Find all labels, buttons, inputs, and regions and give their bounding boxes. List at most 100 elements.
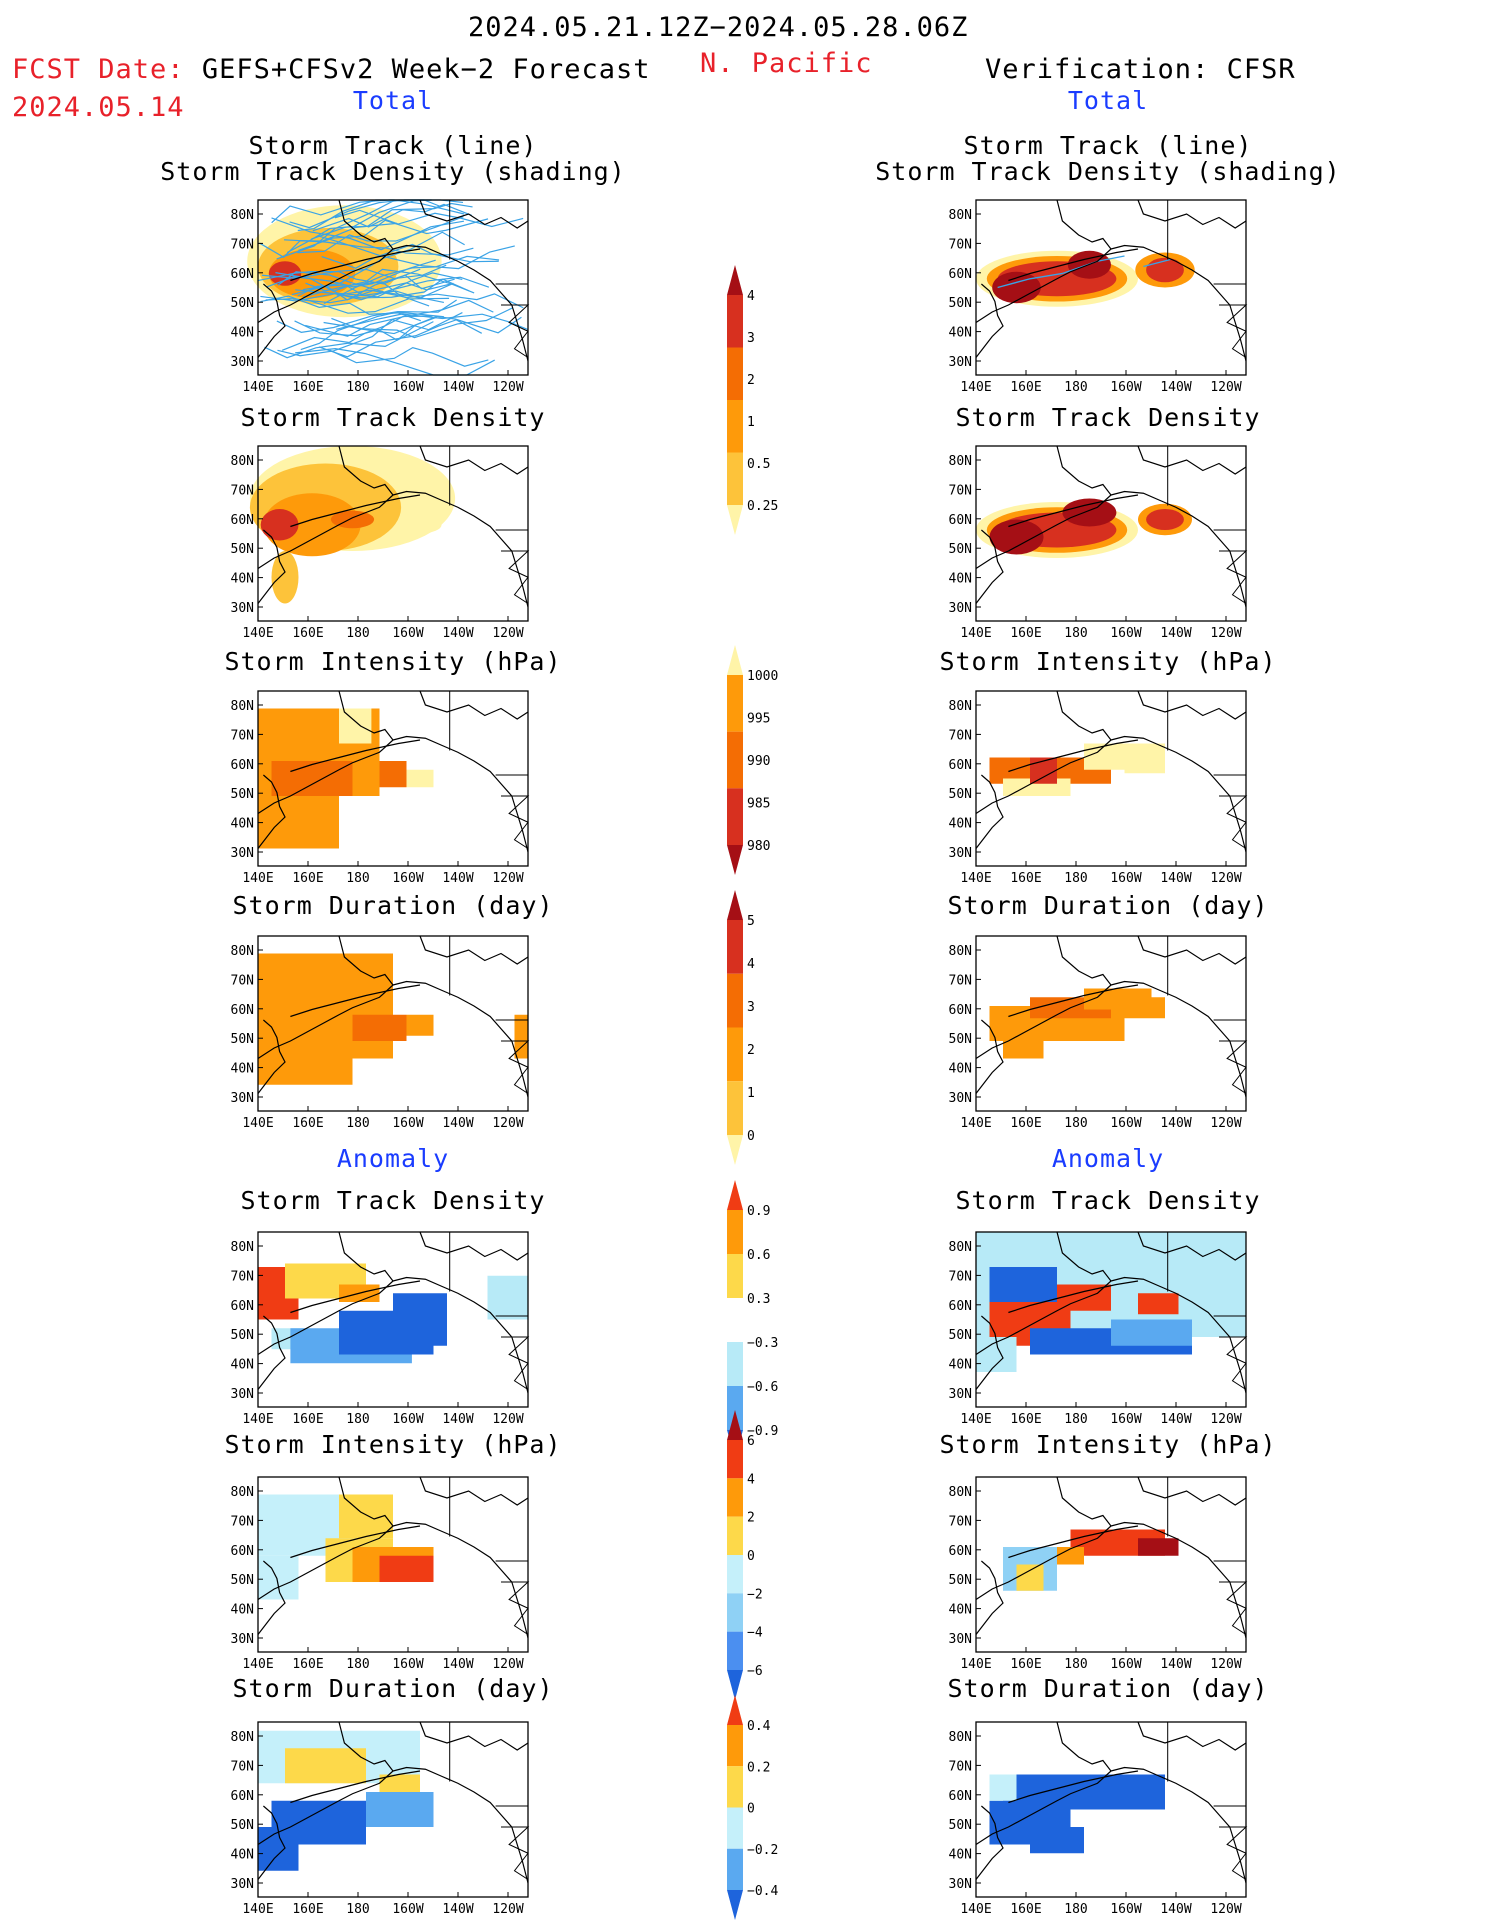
lon-tick-label: 140E: [960, 1412, 991, 1427]
colorbar-label: −6: [747, 1664, 763, 1679]
lon-tick-label: 120W: [1210, 871, 1241, 886]
lat-tick-label: 50N: [949, 1328, 972, 1343]
lat-tick-label: 50N: [949, 542, 972, 557]
lat-tick-label: 70N: [231, 1759, 254, 1774]
lat-tick-label: 80N: [949, 1485, 972, 1500]
lat-tick-label: 80N: [949, 208, 972, 223]
colorbar-label: 0.3: [747, 1292, 770, 1307]
region-label: N. Pacific: [700, 48, 873, 79]
lat-tick-label: 70N: [949, 1759, 972, 1774]
lon-tick-label: 180: [1064, 871, 1087, 886]
lon-tick-label: 140W: [442, 1657, 473, 1672]
lat-tick-label: 70N: [231, 1269, 254, 1284]
lat-tick-label: 30N: [231, 601, 254, 616]
shading-field: [976, 1232, 1246, 1372]
colorbar-label: 1: [747, 415, 755, 430]
lat-tick-label: 60N: [231, 1544, 254, 1559]
lon-tick-label: 180: [1064, 1902, 1087, 1917]
lon-tick-label: 140E: [960, 380, 991, 395]
lat-tick-label: 40N: [231, 326, 254, 341]
map-panel-left-1: 80N 70N 60N 50N 40N 30N 140E 160E 180 160W 140W 120…: [231, 199, 530, 395]
title-r6: Storm Intensity (hPa): [939, 1430, 1277, 1459]
lat-tick-label: 60N: [949, 758, 972, 773]
storm-track-lines: [257, 199, 529, 376]
lat-tick-label: 30N: [949, 846, 972, 861]
colorbar-label: −4: [747, 1626, 763, 1641]
colorbar-total-intensity: 1000 995 990 985 980: [727, 645, 778, 875]
lon-tick-label: 160E: [1010, 1412, 1041, 1427]
lon-tick-label: 140W: [1160, 626, 1191, 641]
lon-tick-label: 140E: [242, 1412, 273, 1427]
lon-tick-label: 140W: [442, 1412, 473, 1427]
lat-tick-label: 80N: [231, 1240, 254, 1255]
lon-tick-label: 160E: [292, 380, 323, 395]
lat-tick-label: 50N: [949, 1573, 972, 1588]
colorbar-label: 995: [747, 712, 770, 727]
shading-field: [989, 743, 1165, 796]
lat-tick-label: 30N: [231, 1632, 254, 1647]
lat-tick-label: 40N: [949, 1062, 972, 1077]
lon-tick-label: 160E: [1010, 380, 1041, 395]
lat-tick-label: 40N: [949, 326, 972, 341]
colorbar-label: 0.4: [747, 1719, 771, 1734]
lon-tick-label: 160E: [1010, 1902, 1041, 1917]
colorbar-label: −0.4: [747, 1884, 778, 1899]
lat-tick-label: 80N: [949, 454, 972, 469]
coastline: [257, 1231, 530, 1394]
shading-field: [976, 498, 1192, 558]
lat-tick-label: 80N: [949, 1730, 972, 1745]
lat-tick-label: 80N: [231, 454, 254, 469]
lon-tick-label: 180: [1064, 1657, 1087, 1672]
lat-tick-label: 70N: [231, 1514, 254, 1529]
title-l3: Storm Intensity (hPa): [224, 647, 562, 676]
shading-field: [989, 1774, 1165, 1854]
lat-tick-label: 50N: [231, 296, 254, 311]
colorbar-label: 4: [747, 1472, 755, 1487]
colorbar-total-density: 4 3 2 1 0.5 0.25: [727, 265, 778, 535]
colorbar-label: −0.9: [747, 1424, 778, 1439]
map-panel-right-6: 80N 70N 60N 50N 40N 30N 140E 160E 180 160W 140W 120…: [949, 1476, 1248, 1672]
title-l1b: Storm Track Density (shading): [160, 157, 626, 186]
lon-tick-label: 160E: [292, 1657, 323, 1672]
map-panel-left-7: 80N 70N 60N 50N 40N 30N 140E 160E 180 160W 140W 120…: [231, 1721, 530, 1917]
colorbar-total-duration: 5 4 3 2 1 0: [727, 890, 755, 1165]
lon-tick-label: 120W: [492, 1116, 523, 1131]
title-r1a: Storm Track (line): [963, 131, 1253, 160]
colorbar-label: −0.2: [747, 1843, 778, 1858]
map-panel-left-4: 80N 70N 60N 50N 40N 30N 140E 160E 180 160W 140W 120…: [231, 935, 530, 1131]
title-l4: Storm Duration (day): [232, 891, 554, 920]
colorbar-label: −2: [747, 1587, 763, 1602]
colorbar-label: 0: [747, 1802, 755, 1817]
colorbar-label: −0.3: [747, 1336, 778, 1351]
lon-tick-label: 160W: [1110, 626, 1141, 641]
lat-tick-label: 50N: [231, 1328, 254, 1343]
colorbar-label: 985: [747, 797, 770, 812]
map-panel-right-4: 80N 70N 60N 50N 40N 30N 140E 160E 180 160W 140W 120…: [949, 935, 1248, 1131]
lon-tick-label: 140E: [242, 1902, 273, 1917]
lat-tick-label: 60N: [949, 1544, 972, 1559]
lat-tick-label: 30N: [949, 1877, 972, 1892]
lat-tick-label: 40N: [949, 572, 972, 587]
lat-tick-label: 30N: [949, 1632, 972, 1647]
lat-tick-label: 80N: [949, 944, 972, 959]
colorbar-label: 1000: [747, 669, 778, 684]
shading-field: [258, 708, 434, 849]
lat-tick-label: 80N: [231, 1485, 254, 1500]
title-l2: Storm Track Density: [240, 403, 546, 432]
colorbar-label: 4: [747, 289, 755, 304]
lat-tick-label: 70N: [949, 1514, 972, 1529]
lon-tick-label: 160W: [1110, 1116, 1141, 1131]
lon-tick-label: 140E: [242, 871, 273, 886]
lon-tick-label: 140E: [960, 871, 991, 886]
lon-tick-label: 140W: [1160, 871, 1191, 886]
lon-tick-label: 160W: [392, 1902, 423, 1917]
title-r5: Storm Track Density: [955, 1186, 1261, 1215]
verification-label: Verification: CFSR: [985, 54, 1296, 85]
coastline: [257, 935, 530, 1098]
lat-tick-label: 80N: [231, 208, 254, 223]
lon-tick-label: 180: [1064, 626, 1087, 641]
lat-tick-label: 30N: [231, 355, 254, 370]
fcst-model: GEFS+CFSv2 Week−2 Forecast: [201, 54, 651, 85]
lat-tick-label: 70N: [231, 237, 254, 252]
lon-tick-label: 140E: [960, 1902, 991, 1917]
